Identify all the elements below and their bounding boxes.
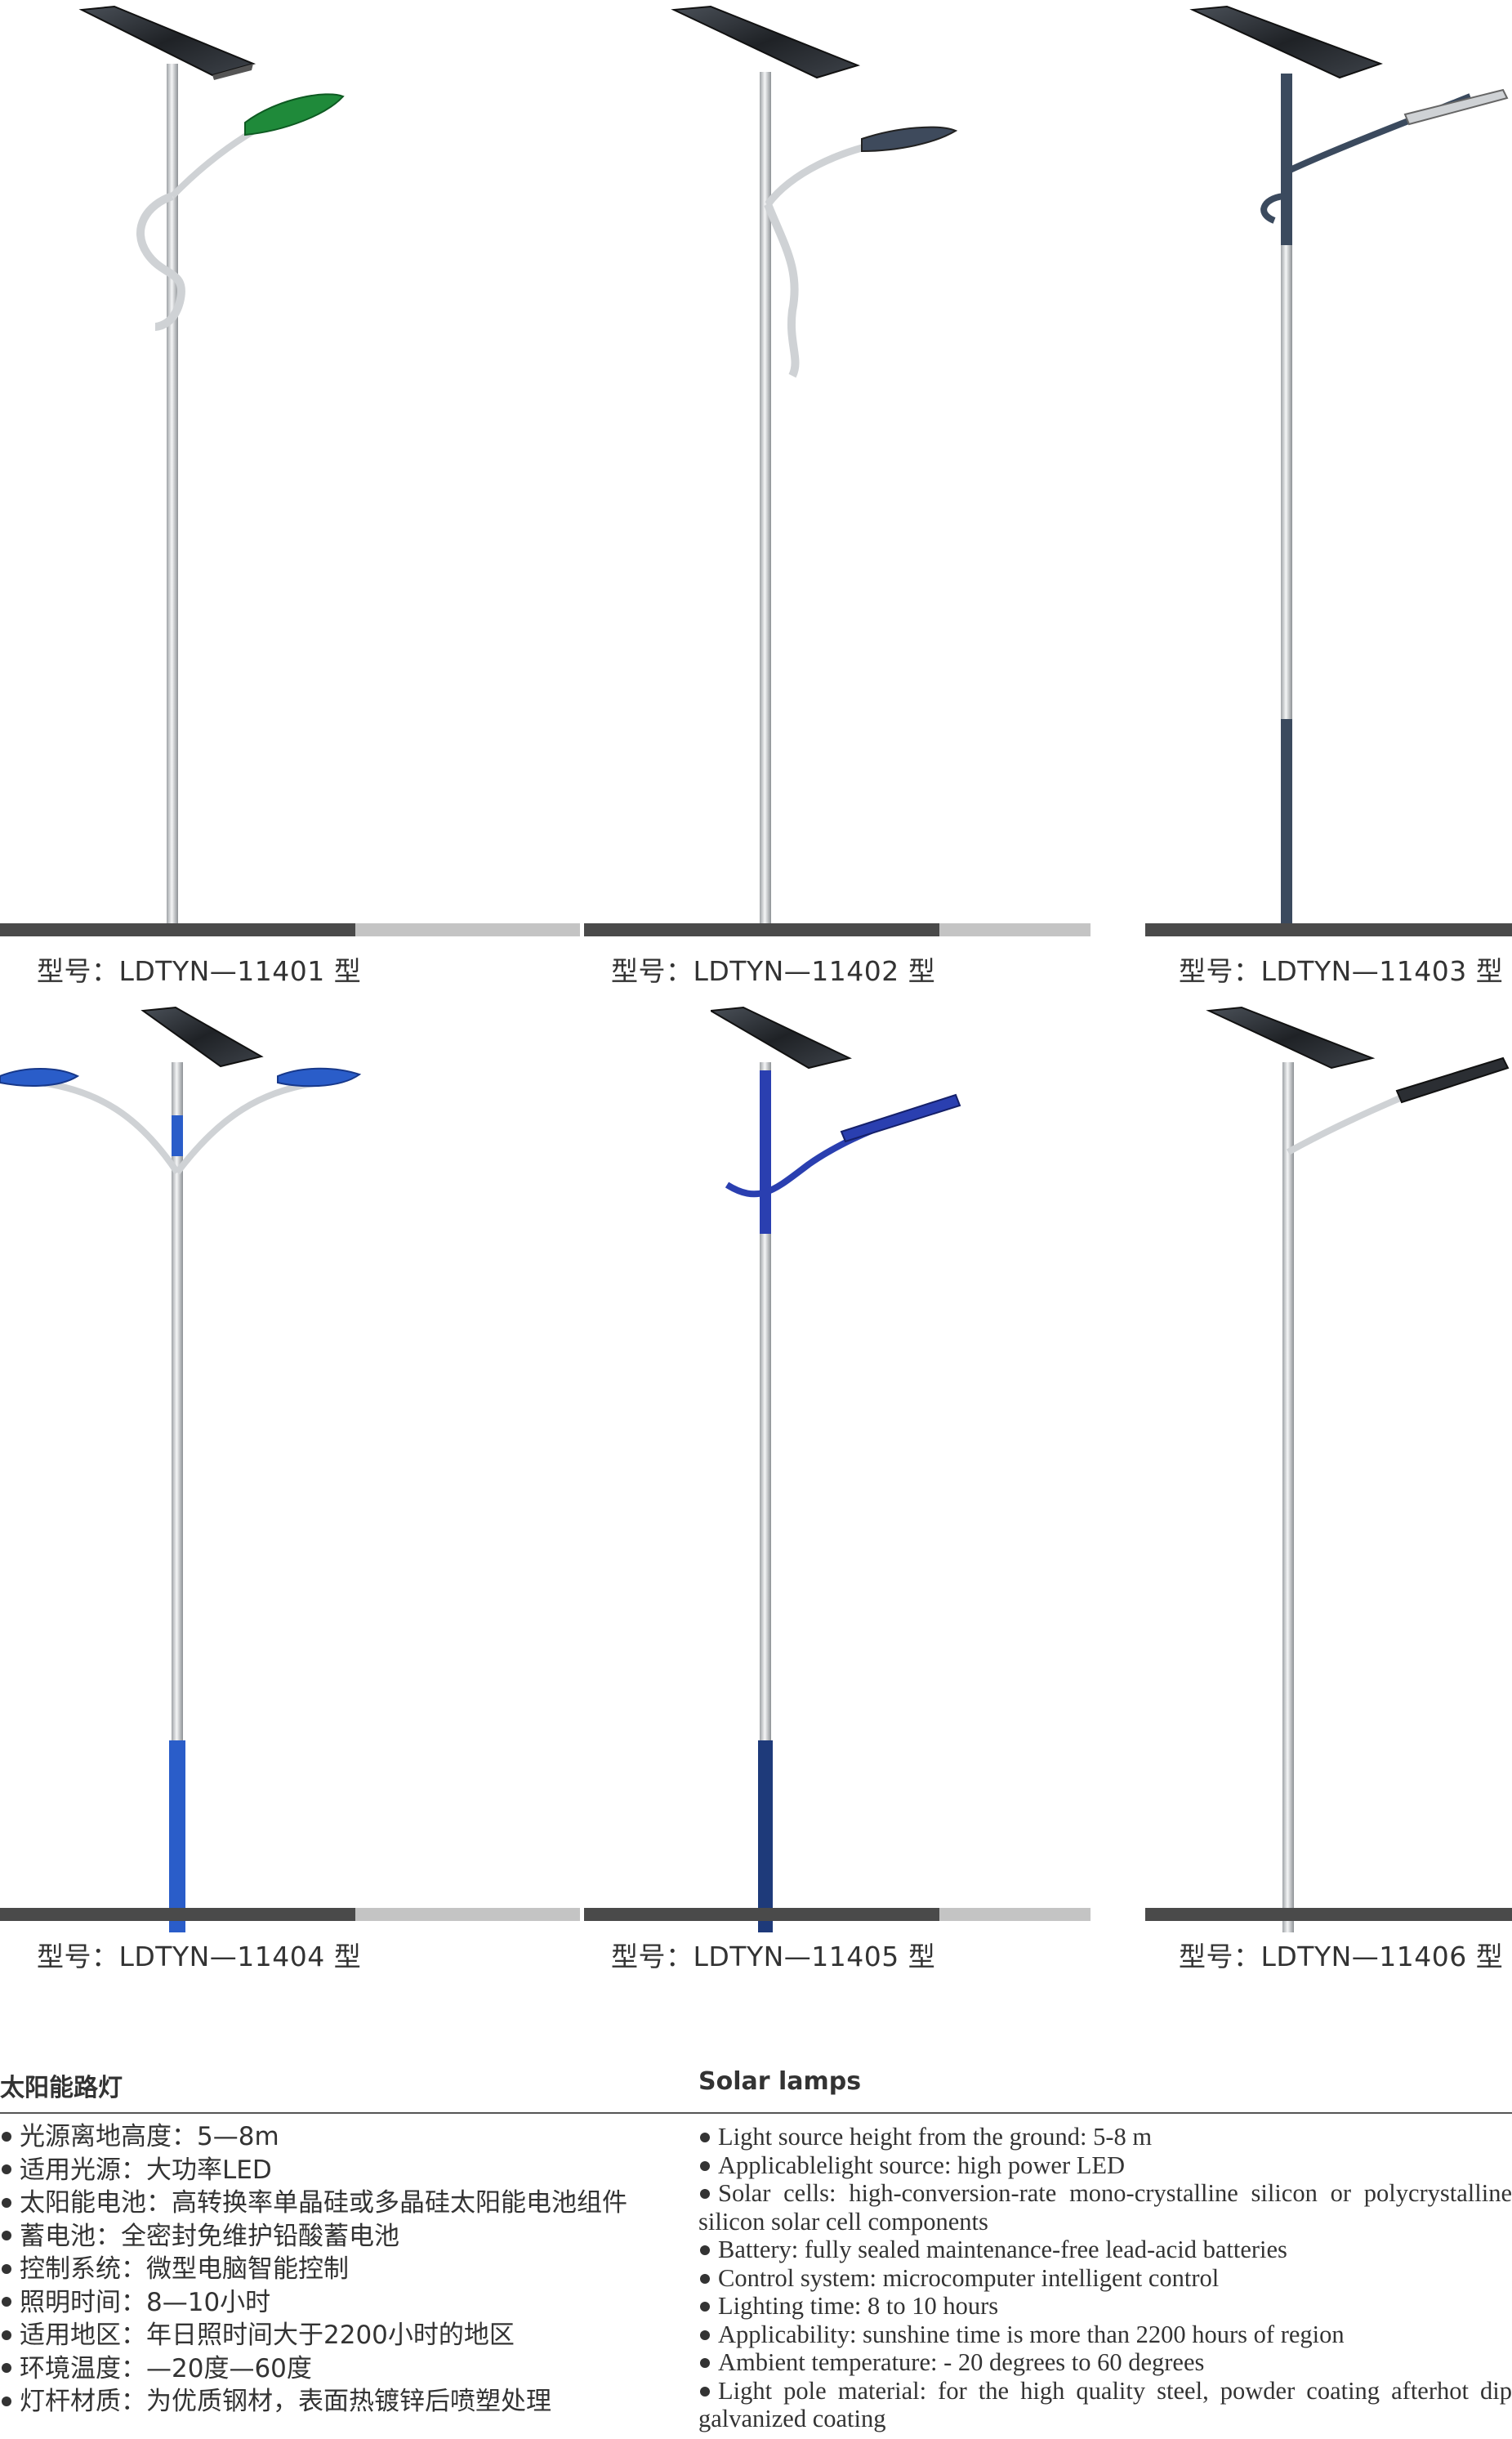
pole-base-bar-11401 [0,923,580,936]
cn-spec-list: 光源离地高度：5—8m 适用光源：大功率LED 太阳能电池：高转换率单晶硅或多晶… [0,2120,686,2419]
pole-base-bar-11403 [1145,923,1512,936]
lamp-image-11402 [653,0,980,927]
cn-spec-item: 照明时间：8—10小时 [0,2286,686,2320]
en-section-title: Solar lamps [698,2067,862,2096]
pole-base-bar-11406 [1145,1908,1512,1921]
en-spec-item: Light pole material: for the high qualit… [698,2376,1512,2433]
lamp-image-11405 [711,1001,980,1932]
en-spec-item: Applicablelight source: high power LED [698,2151,1512,2180]
model-label-11401: 型号：LDTYN—11401 型 [37,955,362,987]
pole-base-bar-11402 [584,923,1091,936]
cn-spec-item: 光源离地高度：5—8m [0,2120,686,2154]
en-spec-item: Control system: microcomputer intelligen… [698,2264,1512,2293]
en-spec-item: Battery: fully sealed maintenance-free l… [698,2236,1512,2264]
pole-base-bar-11404 [0,1908,580,1921]
cn-spec-item: 适用光源：大功率LED [0,2154,686,2187]
model-label-11406: 型号：LDTYN—11406 型 [1179,1941,1504,1972]
section-divider [0,2112,1512,2114]
model-label-11403: 型号：LDTYN—11403 型 [1179,955,1504,987]
cn-spec-item: 蓄电池：全密封免维护铅酸蓄电池 [0,2220,686,2254]
model-label-11402: 型号：LDTYN—11402 型 [611,955,936,987]
lamp-image-11404 [0,1001,376,1932]
en-spec-item: Applicability: sunshine time is more tha… [698,2321,1512,2349]
pole-base-bar-11405 [584,1908,1091,1921]
en-spec-item: Solar cells: high-conversion-rate mono-c… [698,2179,1512,2236]
cn-spec-item: 环境温度：—20度—60度 [0,2352,686,2386]
en-spec-item: Ambient temperature: - 20 degrees to 60 … [698,2348,1512,2377]
cn-spec-item: 灯杆材质：为优质钢材，表面热镀锌后喷塑处理 [0,2385,686,2419]
lamp-image-11403 [1176,0,1512,927]
cn-spec-item: 控制系统：微型电脑智能控制 [0,2253,686,2286]
cn-spec-item: 适用地区：年日照时间大于2200小时的地区 [0,2319,686,2352]
cn-section-title: 太阳能路灯 [0,2074,123,2102]
cn-spec-item: 太阳能电池：高转换率单晶硅或多晶硅太阳能电池组件 [0,2187,686,2220]
model-label-11404: 型号：LDTYN—11404 型 [37,1941,362,1972]
lamp-image-11406 [1201,1001,1512,1932]
en-spec-item: Lighting time: 8 to 10 hours [698,2292,1512,2321]
en-spec-list: Light source height from the ground: 5-8… [698,2123,1512,2433]
lamp-image-11401 [65,0,376,927]
en-spec-item: Light source height from the ground: 5-8… [698,2123,1512,2151]
model-label-11405: 型号：LDTYN—11405 型 [611,1941,936,1972]
